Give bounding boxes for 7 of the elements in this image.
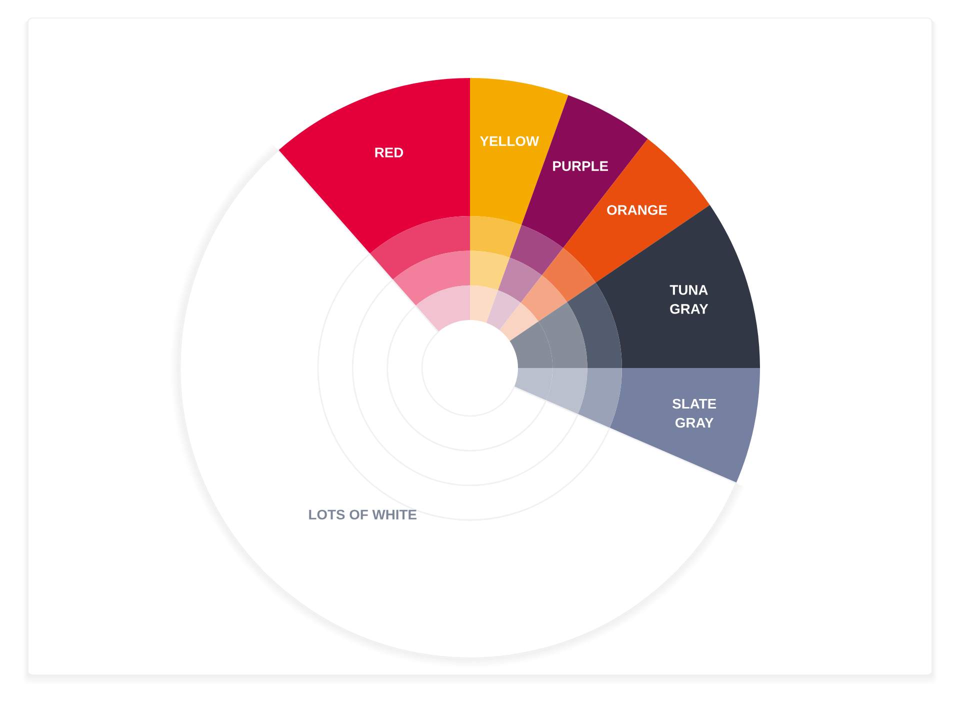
- slice-label: YELLOW: [480, 136, 540, 146]
- slice-label: RED: [375, 148, 404, 158]
- slice-label: TUNA GRAY: [670, 285, 708, 314]
- slice-label: SLATE GRAY: [672, 398, 716, 428]
- slice-label: PURPLE: [553, 161, 608, 171]
- slice-label: LOTS OF WHITE: [309, 510, 416, 520]
- slice-label: ORANGE: [607, 205, 667, 215]
